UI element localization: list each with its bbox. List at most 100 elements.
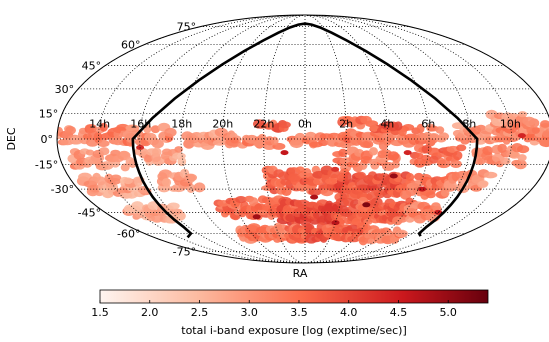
exposure-cell	[150, 125, 160, 134]
hot-spot	[310, 194, 319, 200]
ra-gridline	[304, 15, 471, 263]
sky-boundary	[56, 14, 549, 264]
exposure-cell	[273, 169, 285, 178]
hot-spot	[403, 150, 412, 156]
exposure-cell	[517, 145, 530, 154]
colorbar-ticks: 1.5 2.0 2.5 3.0 3.5 4.0 4.5 5.0	[91, 300, 457, 319]
colorbar-tick-label: 5.0	[439, 306, 457, 319]
exposure-region	[76, 172, 152, 199]
exposure-cell	[478, 180, 489, 187]
hot-spot	[331, 220, 340, 226]
exposure-cell	[97, 139, 110, 148]
graticule	[57, 15, 549, 263]
hot-spot	[389, 173, 398, 179]
hot-spot	[418, 186, 427, 192]
exposure-cell	[248, 197, 259, 207]
exposure-cell	[500, 157, 511, 165]
ra-tick-label: 18h	[171, 117, 192, 130]
exposure-cell	[151, 139, 164, 149]
exposure-cell	[193, 182, 206, 193]
dec-tick-label: -60°	[117, 228, 140, 241]
exposure-cell	[164, 127, 177, 137]
exposure-region	[332, 146, 401, 173]
exposure-cell	[343, 171, 352, 182]
exposure-cell	[125, 156, 135, 167]
exposure-cell	[456, 144, 467, 152]
exposure-region	[337, 115, 379, 130]
exposure-cell	[295, 166, 305, 173]
footprint-outline	[131, 22, 479, 239]
exposure-cell	[152, 147, 162, 157]
ra-tick-label: 0h	[298, 117, 312, 130]
hot-spot	[252, 214, 261, 220]
exposure-region	[156, 168, 206, 193]
exposure-cell	[531, 126, 540, 134]
dec-tick-label: 45°	[82, 60, 102, 73]
exposure-cell	[405, 173, 415, 182]
exposure-cell	[477, 157, 486, 165]
ra-gridline	[304, 15, 389, 263]
dec-tick-label: 15°	[39, 108, 59, 121]
exposure-cell	[337, 205, 349, 214]
colorbar-label: total i-band exposure [log (exptime/sec)…	[181, 324, 407, 337]
exposure-cell	[453, 150, 463, 161]
exposure-cell	[100, 161, 114, 170]
exposure-cell	[435, 126, 445, 134]
exposure-region	[343, 196, 419, 227]
exposure-region	[235, 222, 311, 244]
exposure-cell	[85, 149, 95, 156]
ra-gridline	[180, 15, 306, 263]
exposure-region	[334, 171, 412, 202]
ra-gridline	[304, 15, 430, 263]
exposure-cell	[78, 172, 92, 181]
ra-gridline	[304, 15, 347, 263]
exposure-cell	[278, 121, 291, 129]
exposure-cell	[93, 132, 103, 142]
exposure-cell	[514, 159, 527, 170]
exposure-cell	[438, 132, 450, 141]
exposure-region	[471, 143, 530, 170]
exposure-cell	[86, 123, 97, 133]
exposure-cell	[110, 174, 122, 182]
exposure-cell	[302, 168, 312, 178]
exposure-cell	[390, 235, 399, 244]
dec-tick-label: 60°	[121, 39, 141, 52]
dec-tick-label: -30°	[51, 183, 74, 196]
colorbar-tick-label: 1.5	[91, 306, 109, 319]
dec-tick-labels: 75° 60° 45° 30° 15° 0° -15° -30° -45° -60° -75°	[35, 21, 196, 259]
exposure-cell	[483, 171, 498, 179]
exposure-cell	[346, 224, 361, 232]
ra-gridline	[97, 15, 306, 263]
exposure-cell	[96, 176, 106, 186]
colorbar-tick-label: 3.5	[290, 306, 308, 319]
ra-tick-labels: 14h 16h 18h 20h 22h 0h 2h 4h 6h 8h 10h	[89, 117, 521, 130]
ra-tick-label: 22h	[253, 117, 274, 130]
exposure-cell	[98, 147, 110, 156]
exposure-cell	[421, 154, 432, 162]
ra-gridline	[304, 15, 513, 263]
exposure-cell	[184, 173, 197, 182]
ra-tick-label: 4h	[380, 117, 394, 130]
exposure-cell	[425, 191, 436, 199]
exposure-cell	[369, 147, 378, 156]
exposure-cell	[491, 117, 505, 127]
exposure-cell	[170, 208, 183, 215]
ra-gridline	[263, 15, 306, 263]
hot-spot	[280, 150, 289, 156]
dec-tick-label: -15°	[35, 158, 58, 171]
exposure-region	[253, 119, 291, 133]
ra-tick-label: 8h	[462, 117, 476, 130]
colorbar-tick-label: 4.0	[340, 306, 358, 319]
exposure-cell	[393, 121, 403, 131]
exposure-region	[213, 195, 293, 222]
exposure-cell	[508, 151, 520, 159]
exposure-cell	[522, 116, 536, 126]
exposure-cell	[174, 146, 184, 153]
exposure-region	[369, 121, 407, 137]
exposure-cell	[172, 152, 186, 160]
ra-tick-label: 14h	[89, 117, 110, 130]
exposure-cell	[517, 111, 528, 118]
exposure-cell	[540, 120, 549, 128]
hot-spot	[362, 202, 371, 208]
dec-tick-label: 0°	[41, 133, 54, 146]
